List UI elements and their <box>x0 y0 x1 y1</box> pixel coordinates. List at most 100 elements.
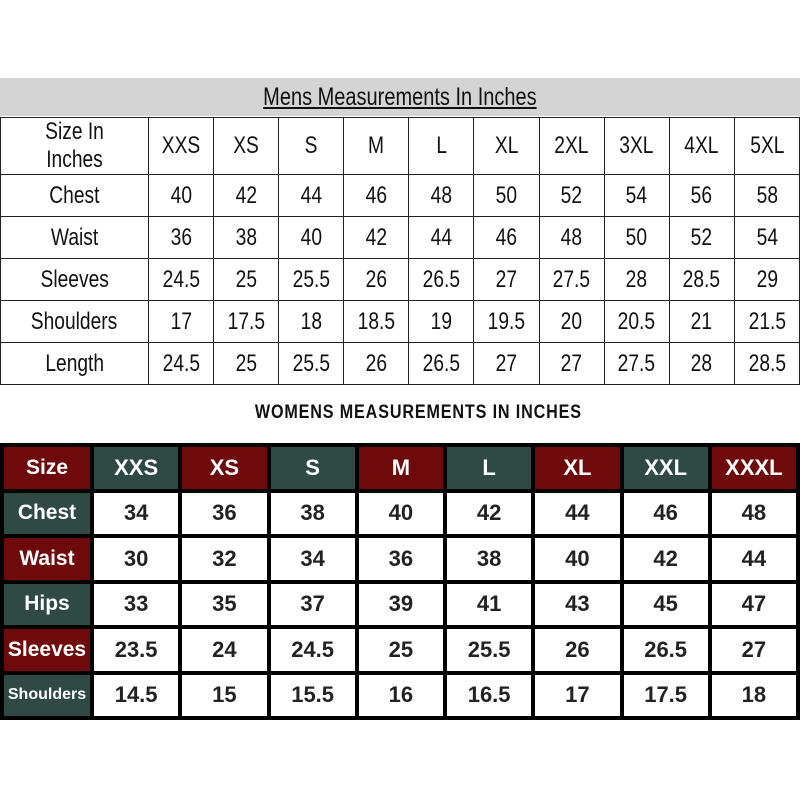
cell-text: S <box>304 132 318 159</box>
cell-text: 2XL <box>554 132 589 159</box>
cell-text: 58 <box>756 181 778 209</box>
measurement-cell: 38 <box>266 488 359 538</box>
row-label: Size <box>0 443 94 493</box>
cell-text: 40 <box>565 545 590 571</box>
cell-text: XS <box>233 132 259 159</box>
cell-text: 26.5 <box>644 636 688 662</box>
cell-text: 48 <box>741 500 767 526</box>
measurement-cell: 21.5 <box>733 300 800 343</box>
measurement-cell: 50 <box>473 174 540 217</box>
measurement-cell: 17 <box>147 300 215 343</box>
measurement-cell: 20 <box>538 300 605 343</box>
measurement-cell: 38 <box>213 216 280 259</box>
row-label: Sleeves <box>0 625 94 675</box>
table-row: Shoulders 14.5 15 15.5 16 16.5 17 17.5 18 <box>0 670 800 720</box>
cell-text: 41 <box>476 591 502 617</box>
measurement-cell: 14.5 <box>89 670 183 720</box>
cell-text: 54 <box>756 223 778 251</box>
size-header: M <box>343 117 410 175</box>
cell-text: 24.5 <box>291 636 335 662</box>
cell-text: M <box>368 132 385 159</box>
cell-text: 27.5 <box>552 265 591 293</box>
measurement-cell: 48 <box>538 216 605 259</box>
cell-text: 36 <box>212 500 237 526</box>
measurement-cell: 27.5 <box>603 342 670 385</box>
measurement-cell: 42 <box>619 534 712 584</box>
measurement-cell: 25 <box>354 625 448 675</box>
measurement-cell: 44 <box>278 174 345 217</box>
measurement-cell: 36 <box>178 488 271 538</box>
cell-text: 27 <box>741 636 767 662</box>
measurement-cell: 15 <box>178 670 271 720</box>
cell-text: 16.5 <box>467 682 511 708</box>
size-header: 3XL <box>603 117 670 175</box>
cell-text: 27 <box>495 265 518 293</box>
measurement-cell: 16.5 <box>442 670 536 720</box>
cell-text: 17 <box>565 682 590 708</box>
cell-text: M <box>391 454 411 480</box>
size-header: XS <box>178 443 271 493</box>
row-label: Waist <box>0 216 149 259</box>
table-row: Length 24.5 25 25.5 26 26.5 27 27 27.5 28 28.5 <box>0 342 800 385</box>
measurement-cell: 25.5 <box>278 258 345 301</box>
cell-text: 17.5 <box>227 307 265 335</box>
size-header: XXL <box>619 443 712 493</box>
table-row: Shoulders 17 17.5 18 18.5 19 19.5 20 20.5 21 21.5 <box>0 300 800 343</box>
measurement-cell: 28 <box>668 342 735 385</box>
measurement-cell: 25.5 <box>442 625 536 675</box>
measurement-cell: 24.5 <box>147 342 215 385</box>
measurement-cell: 18 <box>707 670 800 720</box>
measurement-cell: 26 <box>531 625 624 675</box>
row-label: Length <box>0 342 149 385</box>
measurement-cell: 45 <box>619 579 712 629</box>
measurement-cell: 44 <box>531 488 624 538</box>
cell-text: 26 <box>365 349 388 377</box>
cell-text: 4XL <box>684 132 719 159</box>
cell-text: XXS <box>114 454 159 480</box>
measurement-cell: 40 <box>531 534 624 584</box>
cell-text: XL <box>563 454 592 480</box>
table-row: Sleeves 24.5 25 25.5 26 26.5 27 27.5 28 28.5 29 <box>0 258 800 301</box>
cell-text: 15.5 <box>291 682 335 708</box>
table-row: Chest 40 42 44 46 48 50 52 54 56 58 <box>0 174 800 217</box>
cell-text: 47 <box>741 591 767 617</box>
measurement-cell: 25.5 <box>278 342 345 385</box>
cell-text: 30 <box>123 545 149 571</box>
cell-text: 26 <box>365 265 388 293</box>
table-row: Waist 36 38 40 42 44 46 48 50 52 54 <box>0 216 800 259</box>
header-row: Size In Inches XXS XS S M L XL 2XL 3XL 4XL 5XL <box>0 117 800 175</box>
cell-text: 5XL <box>749 132 784 159</box>
cell-text: 50 <box>626 223 648 251</box>
cell-text: Length <box>45 349 104 377</box>
womens-title-text: WOMENS MEASUREMENTS IN INCHES <box>254 402 582 423</box>
cell-text: 24 <box>212 636 237 662</box>
cell-text: 16 <box>388 682 414 708</box>
cell-text: 46 <box>653 500 678 526</box>
cell-text: Size In Inches <box>45 118 104 173</box>
cell-text: XXS <box>161 132 201 159</box>
cell-text: 25.5 <box>292 349 330 377</box>
cell-text: 42 <box>235 181 257 209</box>
measurement-cell: 42 <box>343 216 410 259</box>
row-label: Shoulders <box>0 670 94 720</box>
row-label: Shoulders <box>0 300 149 343</box>
cell-text: XXXL <box>725 454 783 480</box>
cell-text: 25 <box>235 265 257 293</box>
mens-title: Mens Measurements In Inches <box>263 83 537 111</box>
size-header: XXS <box>147 117 215 175</box>
measurement-cell: 25 <box>213 258 280 301</box>
mens-title-bar: Mens Measurements In Inches <box>0 78 800 116</box>
cell-text: 34 <box>123 500 149 526</box>
cell-text: 21 <box>691 307 713 335</box>
measurement-cell: 52 <box>668 216 735 259</box>
measurement-cell: 24.5 <box>147 258 215 301</box>
cell-text: S <box>305 454 320 480</box>
cell-text: 54 <box>626 181 648 209</box>
size-header: S <box>266 443 359 493</box>
size-header: M <box>354 443 448 493</box>
cell-text: 25 <box>235 349 257 377</box>
cell-text: L <box>436 132 447 159</box>
measurement-cell: 26 <box>343 258 410 301</box>
measurement-cell: 19 <box>408 300 475 343</box>
size-header: XXXL <box>707 443 800 493</box>
